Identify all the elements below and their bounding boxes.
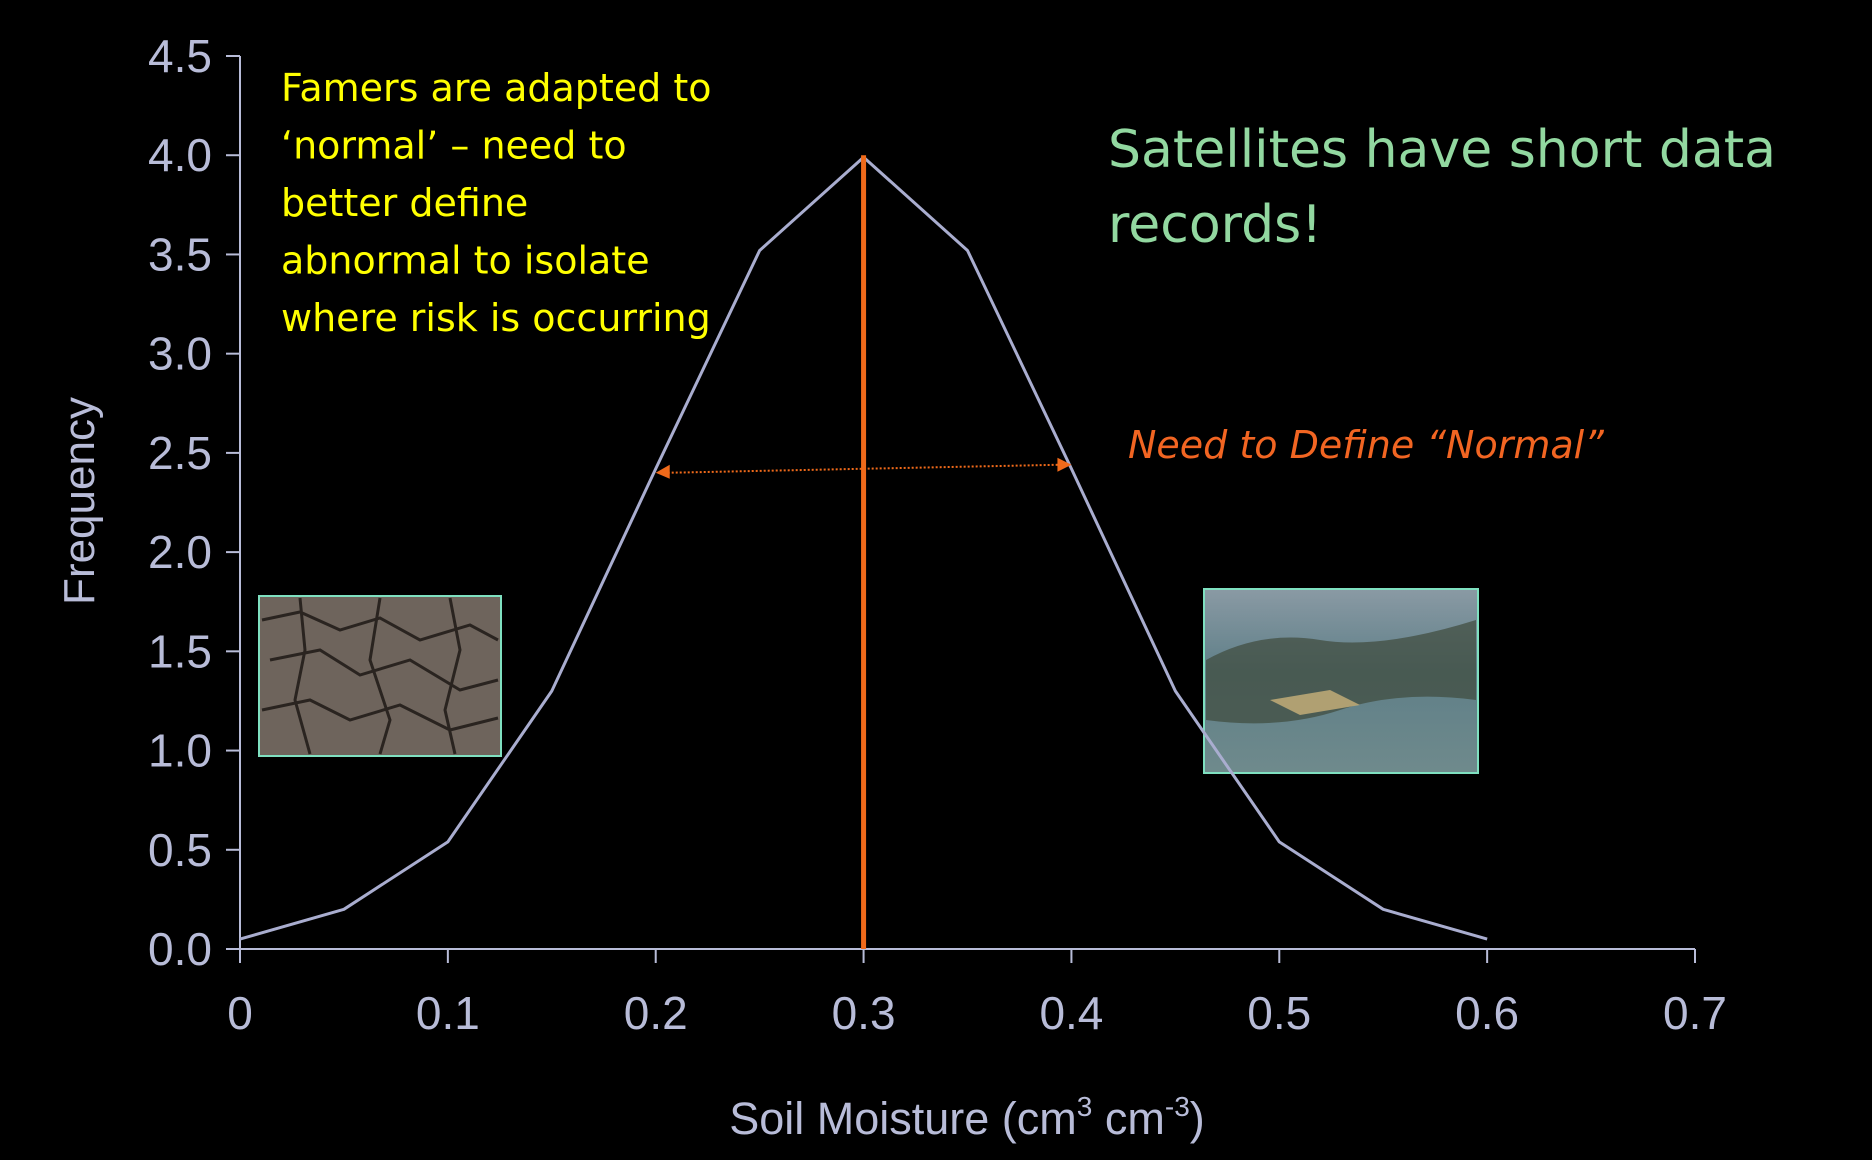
x-tick-label: 0.6 xyxy=(1455,987,1519,1039)
y-tick-label: 0.0 xyxy=(148,923,212,975)
x-axis-label-part: Soil Moisture (cm xyxy=(729,1093,1077,1144)
y-tick-label: 4.5 xyxy=(148,30,212,82)
flood-photo xyxy=(1203,588,1479,774)
annotation-text: better define xyxy=(281,181,528,225)
y-tick-label: 2.0 xyxy=(148,526,212,578)
x-tick-label: 0 xyxy=(227,987,253,1039)
annotation-text: Need to Define “Normal” xyxy=(1128,423,1604,467)
y-tick-label: 1.0 xyxy=(148,725,212,777)
annotation-text: where risk is occurring xyxy=(281,296,711,340)
x-axis-label-part: ) xyxy=(1190,1093,1205,1144)
arrow-head xyxy=(655,464,670,479)
x-tick-label: 0.7 xyxy=(1663,987,1727,1039)
annotation-text: records! xyxy=(1108,195,1322,255)
y-tick-label: 2.5 xyxy=(148,427,212,479)
annotation-text: Famers are adapted to xyxy=(281,66,712,110)
x-tick-label: 0.5 xyxy=(1247,987,1311,1039)
x-axis-label-sup: 3 xyxy=(1077,1091,1093,1122)
x-tick-label: 0.4 xyxy=(1039,987,1103,1039)
y-tick-label: 3.0 xyxy=(148,328,212,380)
y-axis-label: Frequency xyxy=(55,397,104,605)
y-tick-label: 3.5 xyxy=(148,228,212,280)
annotation-text: Satellites have short data xyxy=(1108,120,1776,180)
x-tick-label: 0.1 xyxy=(416,987,480,1039)
annotation-text: abnormal to isolate xyxy=(281,239,650,283)
x-tick-label: 0.2 xyxy=(624,987,688,1039)
arrow-head xyxy=(1057,457,1072,472)
y-tick-label: 1.5 xyxy=(148,625,212,677)
dry-soil-photo xyxy=(258,595,502,757)
y-tick-label: 4.0 xyxy=(148,129,212,181)
x-axis-label-part: cm xyxy=(1092,1093,1165,1144)
x-axis-label: Soil Moisture (cm3 cm-3) xyxy=(729,1091,1205,1144)
x-axis-label-sup: -3 xyxy=(1165,1091,1190,1122)
x-tick-label: 0.3 xyxy=(832,987,896,1039)
spread-arrow xyxy=(667,463,1060,474)
annotation-text: ‘normal’ – need to xyxy=(281,124,627,168)
y-tick-label: 0.5 xyxy=(148,824,212,876)
